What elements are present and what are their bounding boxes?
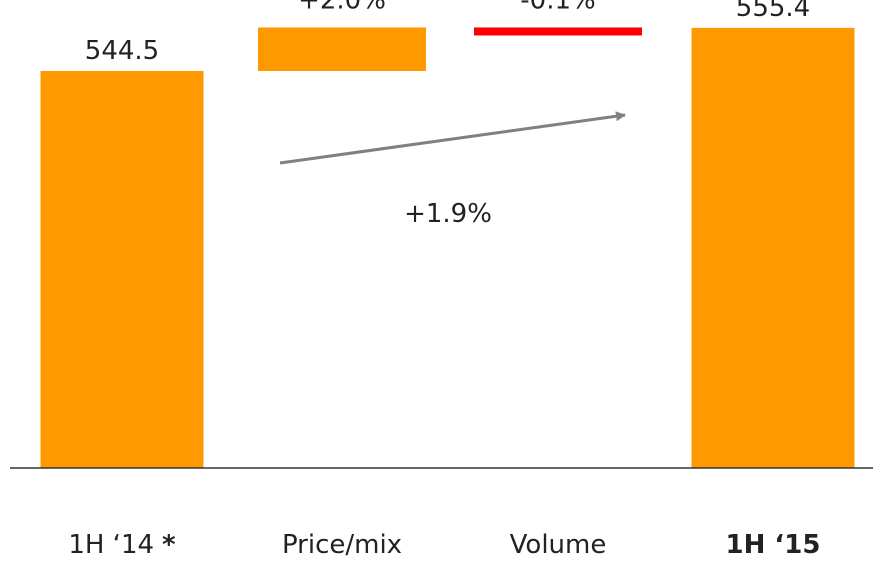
category-label-4: 1H ‘15: [726, 530, 821, 558]
value-label-4: 555.4: [736, 0, 810, 23]
bar-1: [40, 71, 204, 468]
growth-arrow: [279, 111, 626, 165]
bar-3: [474, 27, 642, 36]
category-label-1: 1H ‘14 *: [68, 530, 176, 558]
bar-2: [258, 27, 426, 72]
value-label-3: -0.1%: [520, 0, 595, 15]
value-labels: 544.5 +2.0% -0.1% 555.4: [85, 0, 810, 66]
category-labels: 1H ‘14 * Price/mix Volume 1H ‘15: [68, 530, 821, 560]
value-label-2: +2.0%: [298, 0, 386, 15]
bars: [40, 27, 855, 468]
growth-annotation-label: +1.9%: [404, 199, 492, 229]
category-footnote-marker: *: [162, 530, 176, 558]
category-label-2: Price/mix: [282, 530, 402, 558]
value-label-1: 544.5: [85, 36, 159, 66]
bar-4: [691, 27, 855, 468]
category-label-3: Volume: [510, 530, 607, 558]
